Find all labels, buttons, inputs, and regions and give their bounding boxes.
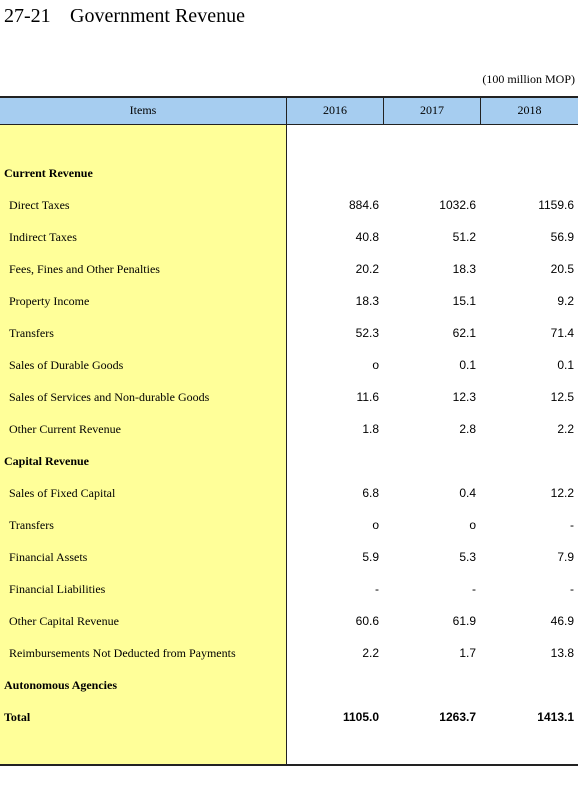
cell-value: -: [570, 518, 574, 532]
header-row: [0, 96, 578, 125]
cell-value: 15.1: [452, 294, 476, 308]
row-label: Other Capital Revenue: [9, 614, 119, 628]
cell-value: 6.8: [362, 486, 379, 500]
row-label: Sales of Durable Goods: [9, 358, 124, 372]
row-label: Capital Revenue: [4, 454, 89, 468]
row-label: Autonomous Agencies: [4, 678, 118, 692]
row-label: Financial Assets: [9, 550, 88, 564]
cell-value: 20.5: [550, 262, 574, 276]
row-label: Sales of Services and Non-durable Goods: [9, 390, 210, 404]
column-header: 2017: [420, 103, 444, 117]
row-label: Fees, Fines and Other Penalties: [9, 262, 160, 276]
cell-value: -: [472, 582, 476, 596]
cell-value: 20.2: [355, 262, 379, 276]
row-label: Transfers: [9, 518, 54, 532]
cell-value: 46.9: [550, 614, 574, 628]
cell-value: 2.2: [362, 646, 379, 660]
column-header: 2018: [517, 103, 542, 117]
cell-value: 1032.6: [439, 198, 476, 212]
cell-value: 62.1: [452, 326, 476, 340]
cell-value: 51.2: [452, 230, 476, 244]
cell-value: -: [375, 582, 379, 596]
row-label: Current Revenue: [4, 166, 93, 180]
column-divider: [383, 96, 384, 125]
cell-value: 40.8: [355, 230, 379, 244]
cell-value: 11.6: [356, 390, 379, 404]
row-label: Direct Taxes: [9, 198, 70, 212]
column-divider: [480, 96, 481, 125]
row-label: Sales of Fixed Capital: [9, 486, 116, 500]
cell-value: 0.1: [557, 358, 574, 372]
cell-value: 18.3: [355, 294, 379, 308]
cell-value: 0.1: [459, 358, 476, 372]
column-header: Items: [129, 103, 157, 117]
cell-value: 5.9: [362, 550, 379, 564]
cell-value: -: [570, 582, 574, 596]
cell-value: 1.8: [362, 422, 379, 436]
cell-value: 9.2: [557, 294, 574, 308]
cell-value: 0.4: [459, 486, 476, 500]
cell-value: 7.9: [557, 550, 574, 564]
row-label: Financial Liabilities: [9, 582, 106, 596]
column-header: 2016: [323, 103, 347, 117]
items-column-bg: [0, 125, 286, 765]
table-number: 27-21: [4, 5, 51, 27]
column-divider: [286, 96, 287, 765]
row-label: Property Income: [9, 294, 90, 308]
cell-value: 12.3: [452, 390, 476, 404]
cell-value: 60.6: [355, 614, 379, 628]
cell-value: 2.8: [459, 422, 476, 436]
cell-value: 1159.6: [538, 198, 574, 212]
cell-value: o: [372, 518, 379, 532]
cell-value: 12.2: [550, 486, 574, 500]
cell-value: 5.3: [459, 550, 476, 564]
cell-value: 884.6: [348, 198, 379, 212]
row-label: Other Current Revenue: [9, 422, 121, 436]
cell-value: 1.7: [459, 646, 476, 660]
row-label: Total: [4, 710, 31, 724]
table-title: Government Revenue: [70, 5, 245, 27]
unit-note: (100 million MOP): [482, 72, 575, 86]
cell-value: 56.9: [550, 230, 574, 244]
cell-value: 13.8: [550, 646, 574, 660]
cell-value: o: [469, 518, 476, 532]
bottom-rule: [0, 764, 578, 766]
cell-value: 52.3: [355, 326, 379, 340]
cell-value: 12.5: [550, 390, 574, 404]
cell-value: 71.4: [550, 326, 574, 340]
cell-value: 61.9: [452, 614, 476, 628]
cell-value: 2.2: [557, 422, 574, 436]
cell-value: 1105.0: [342, 710, 379, 724]
row-label: Transfers: [9, 326, 54, 340]
row-label: Reimbursements Not Deducted from Payment…: [9, 646, 236, 660]
cell-value: 1413.1: [537, 710, 574, 724]
cell-value: 1263.7: [439, 710, 476, 724]
cell-value: 18.3: [452, 262, 476, 276]
row-label: Indirect Taxes: [9, 230, 77, 244]
cell-value: o: [372, 358, 379, 372]
